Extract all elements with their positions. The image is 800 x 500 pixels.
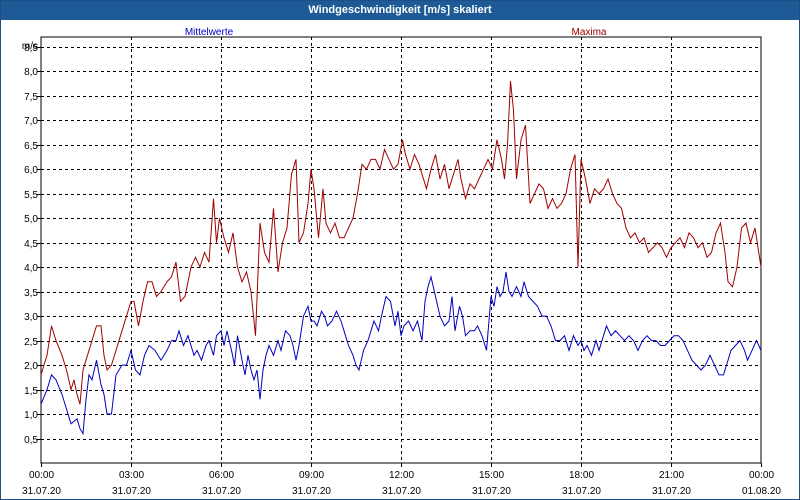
y-tick-label: 0,5 xyxy=(24,435,38,446)
legend-entry-mittelwerte: Mittelwerte xyxy=(185,27,234,38)
x-tick-date-label: 31.07.20 xyxy=(202,486,241,497)
x-tick-date-label: 31.07.20 xyxy=(562,486,601,497)
x-tick-time-label: 06:00 xyxy=(209,470,234,481)
y-tick-label: 4,5 xyxy=(24,239,38,250)
x-tick-time-label: 12:00 xyxy=(389,470,414,481)
y-tick-label: 6,5 xyxy=(24,141,38,152)
legend-entry-maxima: Maxima xyxy=(571,27,606,38)
x-tick-date-label: 31.07.20 xyxy=(652,486,691,497)
y-tick-label: 4,0 xyxy=(24,263,38,274)
y-tick-label: 8,0 xyxy=(24,67,38,78)
y-tick-label: 2,5 xyxy=(24,337,38,348)
y-tick-label: 7,0 xyxy=(24,116,38,127)
x-tick-time-label: 03:00 xyxy=(119,470,144,481)
x-tick-time-label: 00:00 xyxy=(749,470,774,481)
y-tick-label: 8,5 xyxy=(24,43,38,54)
y-tick-label: 2,0 xyxy=(24,361,38,372)
x-tick-time-label: 18:00 xyxy=(569,470,594,481)
x-tick-time-label: 21:00 xyxy=(659,470,684,481)
x-tick-date-label: 31.07.20 xyxy=(382,486,421,497)
y-tick-label: 1,0 xyxy=(24,410,38,421)
x-tick-date-label: 01.08.20 xyxy=(742,486,781,497)
y-tick-label: 3,5 xyxy=(24,288,38,299)
x-tick-time-label: 15:00 xyxy=(479,470,504,481)
y-tick-label: 6,0 xyxy=(24,165,38,176)
x-tick-date-label: 31.07.20 xyxy=(22,486,61,497)
x-tick-date-label: 31.07.20 xyxy=(472,486,511,497)
y-axis-label: m/s xyxy=(22,41,38,52)
window-title: Windgeschwindigkeit [m/s] skaliert xyxy=(1,1,799,20)
x-tick-time-label: 09:00 xyxy=(299,470,324,481)
y-tick-label: 5,0 xyxy=(24,214,38,225)
y-tick-label: 3,0 xyxy=(24,312,38,323)
x-tick-date-label: 31.07.20 xyxy=(292,486,331,497)
series-line-mittelwerte xyxy=(40,271,762,436)
x-tick-time-label: 00:00 xyxy=(29,470,54,481)
y-tick-label: 5,5 xyxy=(24,190,38,201)
series-line-maxima xyxy=(40,81,762,405)
y-tick-label: 7,5 xyxy=(24,92,38,103)
x-tick-date-label: 31.07.20 xyxy=(112,486,151,497)
y-tick-label: 1,5 xyxy=(24,386,38,397)
